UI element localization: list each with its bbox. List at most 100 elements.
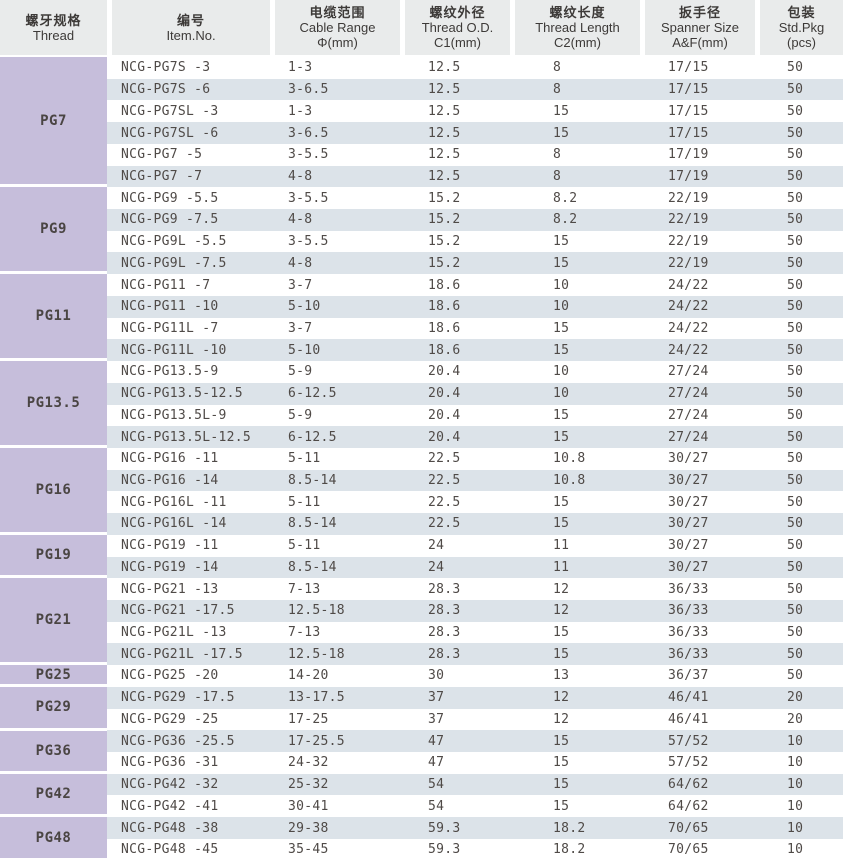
thread-length-cell: 12 bbox=[553, 711, 570, 727]
item-no-cell: NCG-PG11 -10 bbox=[121, 299, 219, 315]
thread-group-label: PG29 bbox=[35, 699, 72, 716]
spanner-size-cell: 30/27 bbox=[668, 516, 709, 532]
spanner-size-cell: 17/15 bbox=[668, 60, 709, 76]
std-pkg-cell: 50 bbox=[787, 277, 804, 293]
thread-length-cell: 15 bbox=[553, 103, 570, 119]
thread-group-label: PG48 bbox=[35, 829, 72, 846]
cable-range-cell: 5-10 bbox=[288, 342, 321, 358]
item-no-cell: NCG-PG21 -13 bbox=[121, 581, 219, 597]
cable-range-cell: 3-5.5 bbox=[288, 147, 329, 163]
thread-od-cell: 28.3 bbox=[428, 646, 461, 662]
item-no-cell: NCG-PG19 -14 bbox=[121, 559, 219, 575]
thread-od-cell: 18.6 bbox=[428, 299, 461, 315]
table-row: NCG-PG29 -25 17-25 37 12 46/41 20 bbox=[107, 709, 843, 731]
header-std-pkg: 包装 Std.Pkg (pcs) bbox=[755, 0, 843, 57]
table-row: NCG-PG29 -17.5 13-17.5 37 12 46/41 20 bbox=[107, 686, 843, 709]
std-pkg-cell: 50 bbox=[787, 168, 804, 184]
cable-range-cell: 5-11 bbox=[288, 538, 321, 554]
thread-od-cell: 28.3 bbox=[428, 603, 461, 619]
cable-range-cell: 5-10 bbox=[288, 299, 321, 315]
thread-group-cell: PG42 bbox=[0, 773, 107, 818]
thread-od-cell: 30 bbox=[428, 668, 445, 684]
thread-od-cell: 22.5 bbox=[428, 494, 461, 510]
spanner-size-cell: 70/65 bbox=[668, 820, 709, 836]
std-pkg-cell: 50 bbox=[787, 429, 804, 445]
item-no-cell: NCG-PG7S -3 bbox=[121, 60, 211, 76]
std-pkg-cell: 50 bbox=[787, 625, 804, 641]
cable-range-cell: 17-25.5 bbox=[288, 733, 345, 749]
item-no-cell: NCG-PG48 -38 bbox=[121, 820, 219, 836]
cable-range-cell: 24-32 bbox=[288, 755, 329, 771]
thread-length-cell: 12 bbox=[553, 581, 570, 597]
spanner-size-cell: 46/41 bbox=[668, 711, 709, 727]
spanner-size-cell: 27/24 bbox=[668, 407, 709, 423]
header-std-pkg-en: Std.Pkg bbox=[778, 20, 825, 35]
thread-length-cell: 15 bbox=[553, 342, 570, 358]
std-pkg-cell: 50 bbox=[787, 125, 804, 141]
table-header: 螺牙规格 Thread 编号 Item.No. 电缆范围 Cable Range… bbox=[0, 0, 843, 57]
std-pkg-cell: 50 bbox=[787, 538, 804, 554]
thread-length-cell: 15 bbox=[553, 516, 570, 532]
header-cable-range-sub: Φ(mm) bbox=[317, 35, 358, 50]
thread-od-cell: 12.5 bbox=[428, 60, 461, 76]
thread-od-cell: 54 bbox=[428, 798, 445, 814]
std-pkg-cell: 50 bbox=[787, 603, 804, 619]
std-pkg-cell: 10 bbox=[787, 798, 804, 814]
cable-range-cell: 35-45 bbox=[288, 842, 329, 858]
table-row: NCG-PG36 -25.5 17-25.5 47 15 57/52 10 bbox=[107, 730, 843, 752]
std-pkg-cell: 50 bbox=[787, 559, 804, 575]
thread-group-cell: PG19 bbox=[0, 535, 107, 579]
thread-group-cell: PG13.5 bbox=[0, 361, 107, 449]
table-row: NCG-PG19 -11 5-11 24 11 30/27 50 bbox=[107, 535, 843, 557]
std-pkg-cell: 50 bbox=[787, 60, 804, 76]
thread-length-cell: 10 bbox=[553, 277, 570, 293]
thread-od-cell: 15.2 bbox=[428, 255, 461, 271]
std-pkg-cell: 50 bbox=[787, 473, 804, 489]
thread-od-cell: 20.4 bbox=[428, 364, 461, 380]
item-no-cell: NCG-PG29 -17.5 bbox=[121, 690, 235, 706]
table-row: NCG-PG25 -20 14-20 30 13 36/37 50 bbox=[107, 665, 843, 687]
thread-length-cell: 8.2 bbox=[553, 212, 578, 228]
header-thread-od-zh: 螺纹外径 bbox=[429, 5, 486, 20]
table-row: NCG-PG21L -13 7-13 28.3 15 36/33 50 bbox=[107, 622, 843, 644]
thread-length-cell: 15 bbox=[553, 733, 570, 749]
thread-length-cell: 15 bbox=[553, 407, 570, 423]
item-no-cell: NCG-PG9 -7.5 bbox=[121, 212, 219, 228]
spanner-size-cell: 64/62 bbox=[668, 777, 709, 793]
header-cable-range-en: Cable Range bbox=[299, 20, 376, 35]
thread-column: PG7 PG9 PG11 PG13.5 PG16 PG19 PG21 PG25 PG29 PG36… bbox=[0, 57, 107, 861]
item-no-cell: NCG-PG7SL -6 bbox=[121, 125, 219, 141]
table-row: NCG-PG21L -17.5 12.5-18 28.3 15 36/33 50 bbox=[107, 643, 843, 666]
table-row: NCG-PG13.5L-12.5 6-12.5 20.4 15 27/24 50 bbox=[107, 426, 843, 448]
cable-range-cell: 4-8 bbox=[288, 168, 313, 184]
table-row: NCG-PG7 -5 3-5.5 12.5 8 17/19 50 bbox=[107, 144, 843, 166]
thread-od-cell: 12.5 bbox=[428, 147, 461, 163]
thread-od-cell: 12.5 bbox=[428, 82, 461, 98]
std-pkg-cell: 50 bbox=[787, 299, 804, 315]
std-pkg-cell: 50 bbox=[787, 494, 804, 510]
thread-length-cell: 18.2 bbox=[553, 842, 586, 858]
std-pkg-cell: 50 bbox=[787, 364, 804, 380]
std-pkg-cell: 50 bbox=[787, 103, 804, 119]
thread-od-cell: 12.5 bbox=[428, 125, 461, 141]
spanner-size-cell: 46/41 bbox=[668, 690, 709, 706]
thread-group-label: PG16 bbox=[35, 482, 72, 499]
std-pkg-cell: 50 bbox=[787, 407, 804, 423]
thread-od-cell: 59.3 bbox=[428, 820, 461, 836]
spanner-size-cell: 22/19 bbox=[668, 190, 709, 206]
thread-od-cell: 24 bbox=[428, 559, 445, 575]
spanner-size-cell: 30/27 bbox=[668, 538, 709, 554]
thread-od-cell: 15.2 bbox=[428, 234, 461, 250]
cable-range-cell: 7-13 bbox=[288, 625, 321, 641]
spanner-size-cell: 27/24 bbox=[668, 364, 709, 380]
table-row: NCG-PG42 -32 25-32 54 15 64/62 10 bbox=[107, 773, 843, 796]
header-thread-od-en: Thread O.D. bbox=[421, 20, 494, 35]
item-no-cell: NCG-PG11L -7 bbox=[121, 320, 219, 336]
thread-length-cell: 18.2 bbox=[553, 820, 586, 836]
cable-range-cell: 1-3 bbox=[288, 103, 313, 119]
std-pkg-cell: 20 bbox=[787, 711, 804, 727]
std-pkg-cell: 10 bbox=[787, 777, 804, 793]
thread-length-cell: 8 bbox=[553, 60, 562, 76]
header-spanner-size-en: Spanner Size bbox=[660, 20, 740, 35]
